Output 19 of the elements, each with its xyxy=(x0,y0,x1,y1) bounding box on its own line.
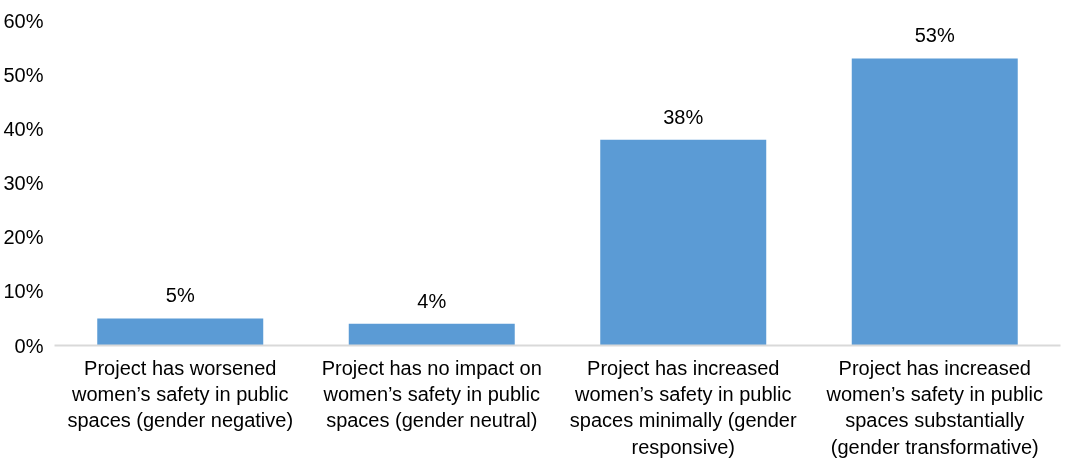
y-tick-label: 0% xyxy=(14,334,44,357)
data-label: 53% xyxy=(914,24,955,47)
x-tick-label: Project has increased women’s safety in public spaces substantially (gender transformative) xyxy=(825,356,1043,458)
y-tick-label: 10% xyxy=(3,280,44,303)
data-label: 38% xyxy=(663,105,704,128)
bar xyxy=(851,58,1018,346)
x-tick-label: Project has no impact on women’s safety in public spaces (gender neutral) xyxy=(321,356,542,432)
y-tick-label: 60% xyxy=(3,9,44,32)
data-label: 4% xyxy=(417,289,447,312)
bar xyxy=(97,318,264,346)
y-tick-label: 30% xyxy=(3,172,44,194)
bar xyxy=(348,323,515,346)
y-tick-label: 20% xyxy=(3,226,44,249)
y-tick-label: 40% xyxy=(3,117,44,140)
y-tick-label: 50% xyxy=(3,63,44,86)
bar xyxy=(600,139,767,346)
x-tick-label: Project has worsened women’s safety in public spaces (gender negative) xyxy=(67,356,294,432)
data-label: 5% xyxy=(165,284,195,307)
x-tick-label: Project has increased women’s safety in public spaces minimally (gender responsive) xyxy=(569,356,797,458)
